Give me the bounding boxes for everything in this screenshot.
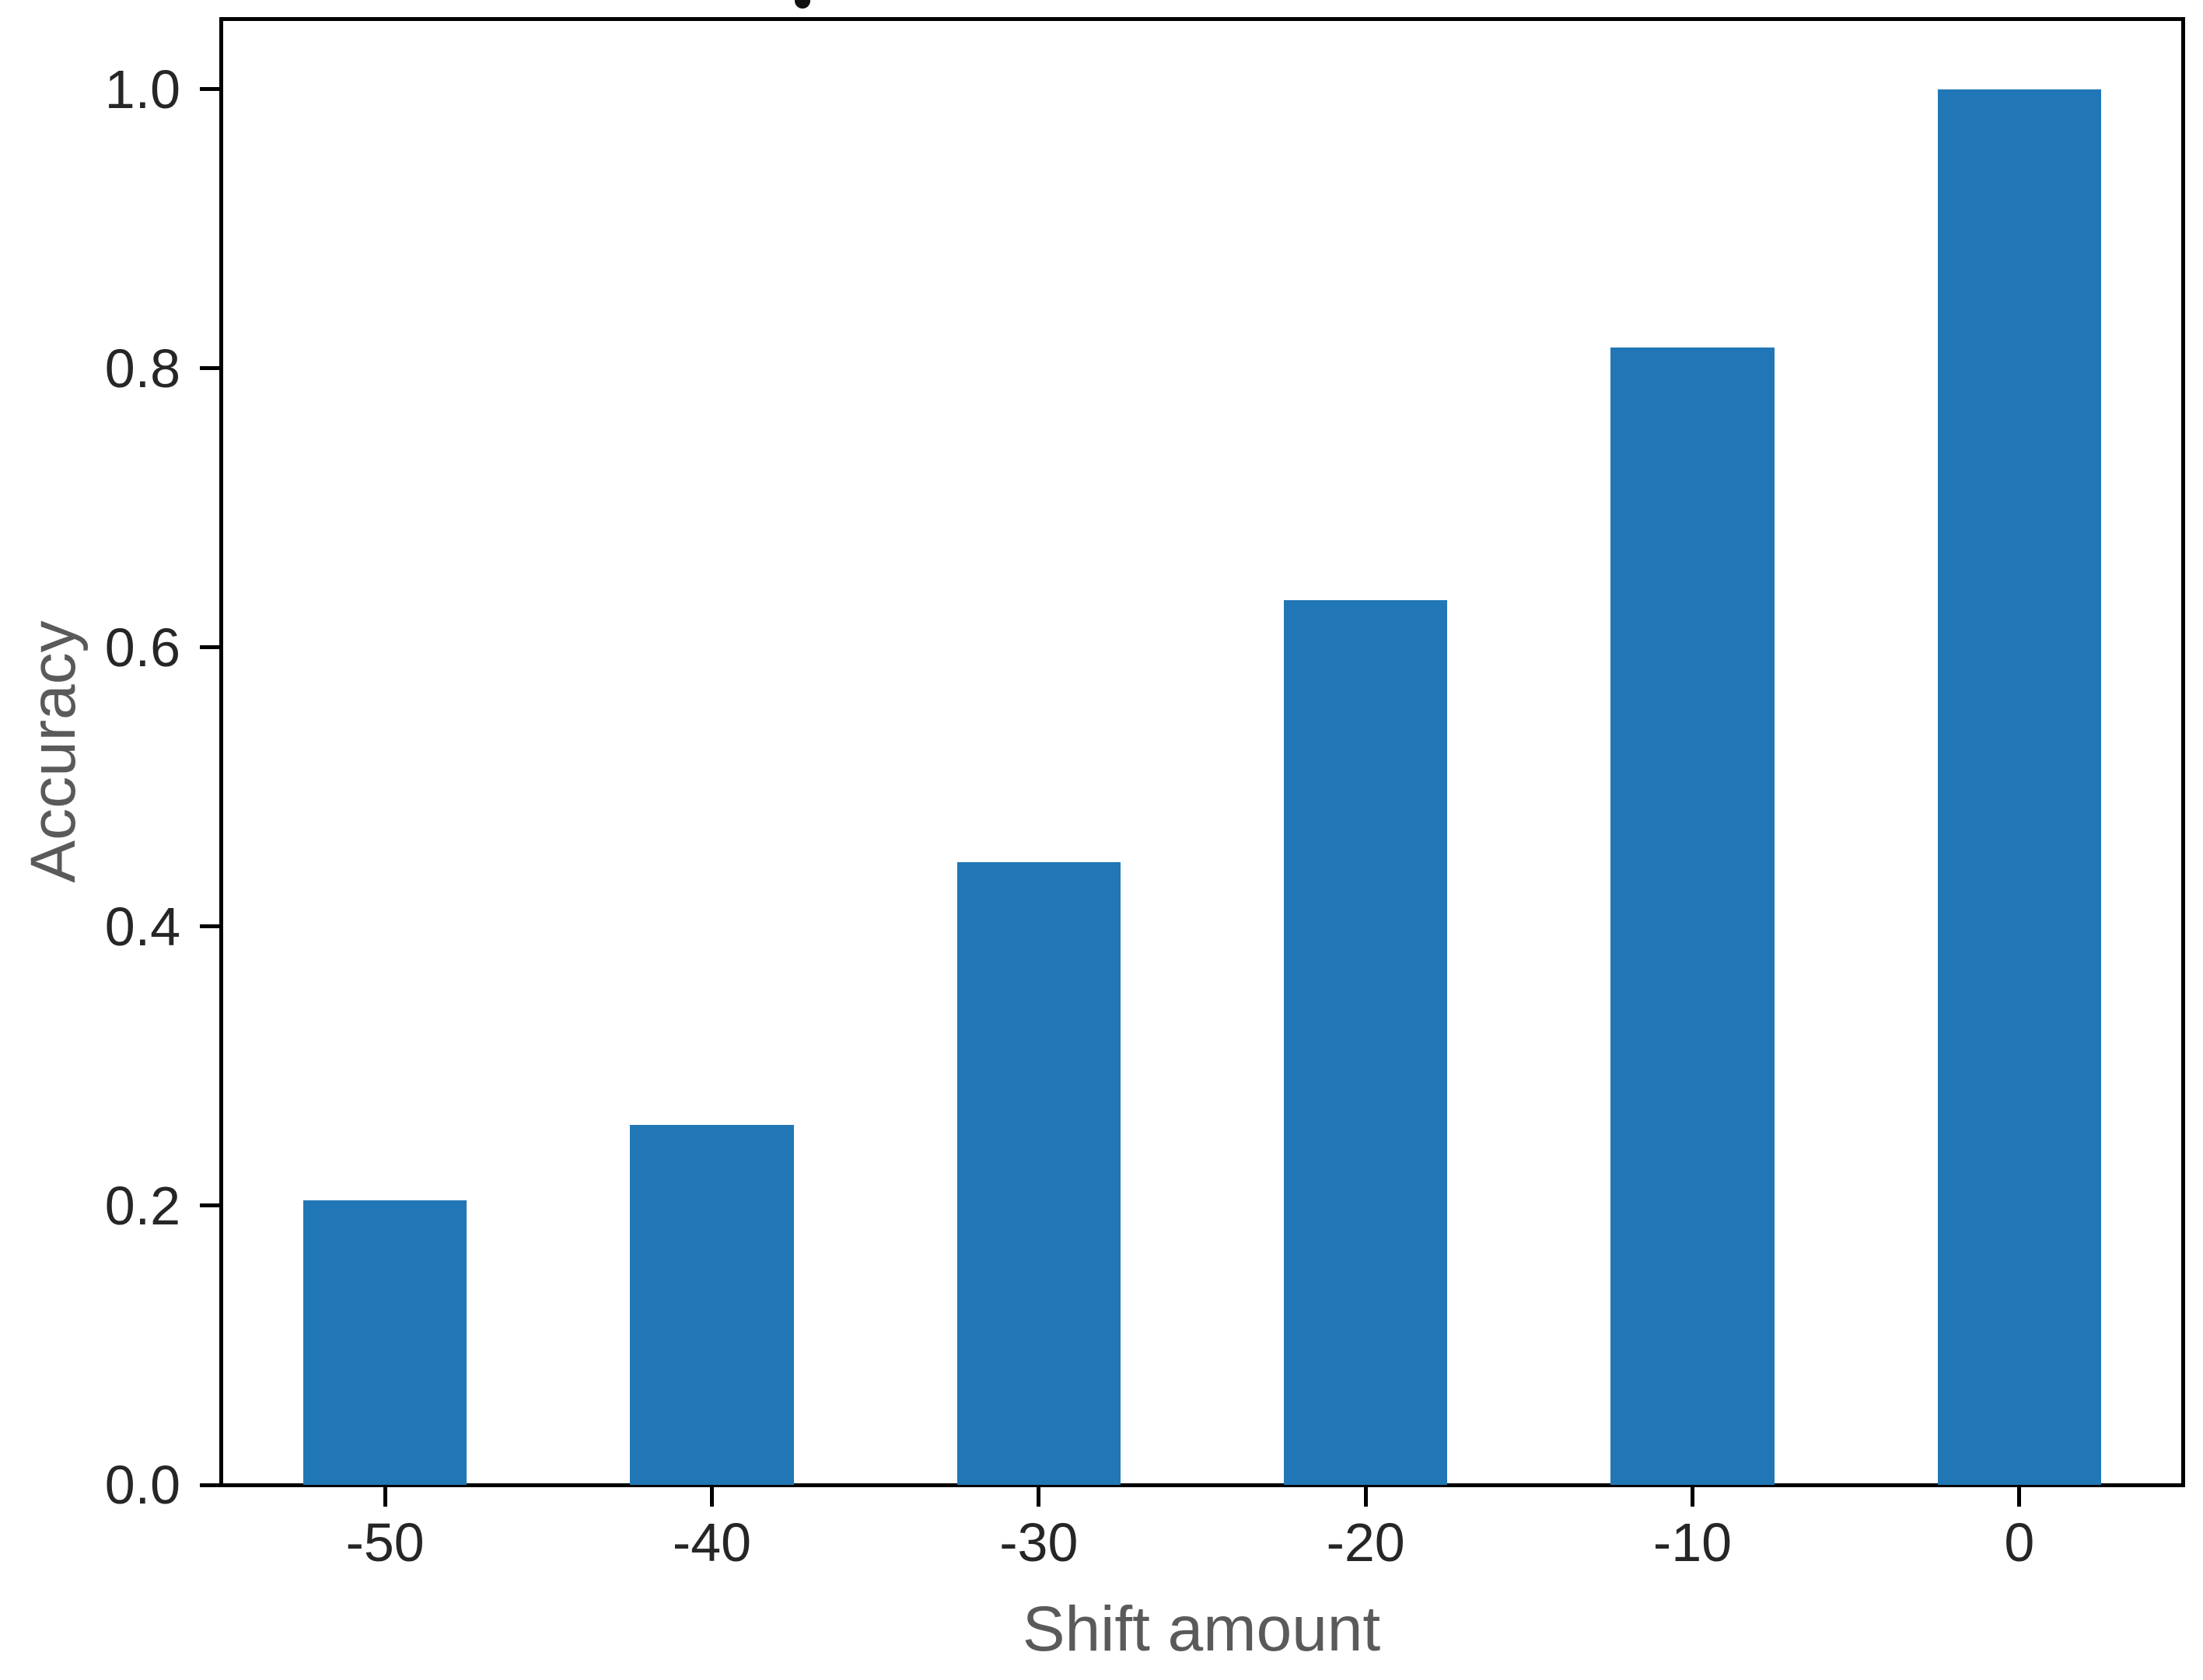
y-tick-label: 0.2 bbox=[104, 1175, 180, 1236]
bar--10 bbox=[1610, 347, 1775, 1485]
y-tick-mark bbox=[200, 924, 222, 929]
y-tick-mark bbox=[200, 366, 222, 371]
y-tick-label: 0.6 bbox=[104, 616, 180, 678]
x-tick-mark bbox=[710, 1485, 714, 1507]
y-tick-mark bbox=[200, 1203, 222, 1208]
bar--20 bbox=[1284, 599, 1448, 1485]
x-tick-mark bbox=[1691, 1485, 1694, 1507]
bar-0 bbox=[1937, 89, 2101, 1485]
x-tick-mark bbox=[1363, 1485, 1368, 1507]
x-tick-mark bbox=[383, 1485, 387, 1507]
bar--40 bbox=[630, 1124, 794, 1485]
x-tick-label: -30 bbox=[999, 1512, 1079, 1573]
cropped-title-remnant bbox=[795, 0, 810, 9]
x-tick-label: -20 bbox=[1326, 1512, 1405, 1573]
y-tick-mark bbox=[200, 87, 222, 92]
x-axis-label: Shift amount bbox=[1022, 1594, 1381, 1664]
y-tick-label: 0.0 bbox=[104, 1455, 180, 1515]
y-tick-label: 0.4 bbox=[104, 896, 180, 957]
x-tick-label: -50 bbox=[345, 1512, 425, 1573]
x-tick-mark bbox=[2017, 1485, 2022, 1507]
y-tick-label: 1.0 bbox=[104, 58, 180, 120]
bar--50 bbox=[303, 1200, 467, 1485]
x-tick-label: -10 bbox=[1652, 1512, 1733, 1573]
x-tick-label: 0 bbox=[2004, 1512, 2035, 1573]
y-tick-mark bbox=[200, 1483, 222, 1487]
bar--30 bbox=[956, 862, 1121, 1485]
y-tick-label: 0.8 bbox=[104, 337, 180, 399]
x-tick-label: -40 bbox=[672, 1512, 752, 1573]
y-axis-label: Accuracy bbox=[18, 620, 89, 883]
plot-area bbox=[219, 17, 2185, 1487]
y-tick-mark bbox=[200, 645, 222, 650]
x-tick-mark bbox=[1037, 1485, 1041, 1507]
